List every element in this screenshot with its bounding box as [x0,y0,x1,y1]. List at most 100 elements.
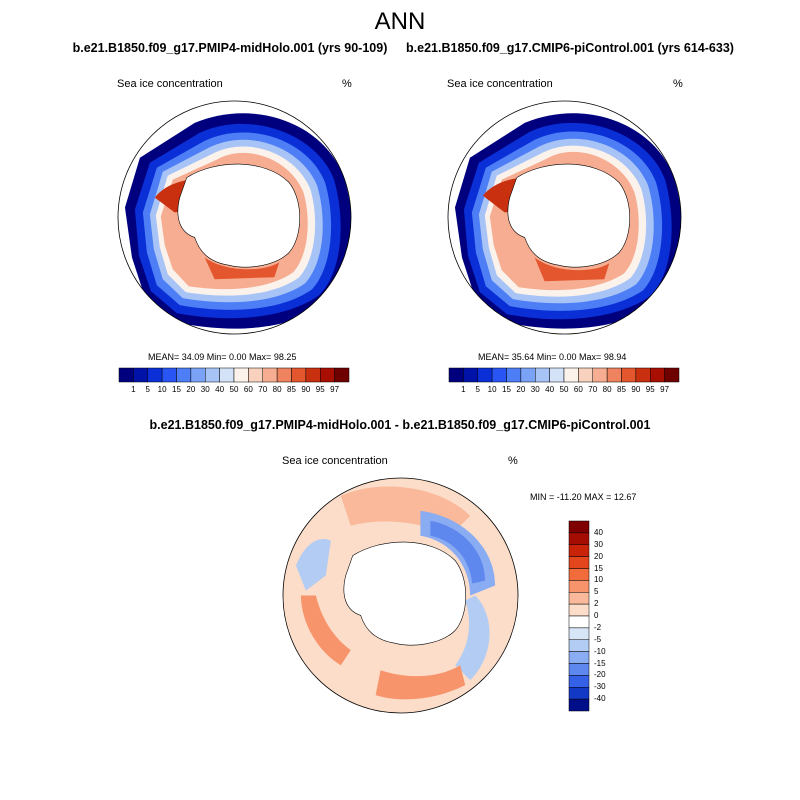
right-colorbar-swatch [491,367,507,383]
left-units-label: % [342,78,352,90]
left-map-fill [124,113,352,329]
right-colorbar-swatch [535,367,550,383]
left-colorbar-swatch [219,367,235,383]
left-colorbar-swatch [248,367,263,383]
diff-map-boundary [282,477,519,714]
left-colorbar [118,367,350,383]
left-colorbar-swatch [334,367,350,383]
left-colorbar-swatch [262,367,278,383]
left-colorbar-swatch [118,367,134,383]
left-colorbar-tick-label: 60 [243,385,253,394]
left-colorbar-tick-label: 90 [301,385,311,394]
diff-minmax: MIN = -11.20 MAX = 12.67 [530,492,637,502]
right-colorbar-tick-label: 70 [588,385,598,394]
diff-colorbar-swatch [568,580,590,593]
left-map-boundary [117,100,352,335]
diff-colorbar-swatch [568,592,590,605]
left-colorbar-swatch [205,367,220,383]
right-colorbar-swatch [650,367,665,383]
left-colorbar-swatch [190,367,206,383]
left-colorbar-tick-label: 70 [258,385,268,394]
left-colorbar-tick-label: 20 [186,385,196,394]
right-sea-ice-map [447,100,682,335]
left-colorbar-ticks: 1 5 10 15 20 30 40 50 60 70 80 85 90 95 97 [119,385,349,397]
left-colorbar-tick-label: 1 [131,385,136,394]
diff-colorbar-swatch [568,532,590,545]
right-colorbar-tick-label: 5 [475,385,480,394]
diff-colorbar-tick-label: 0 [594,611,599,620]
right-colorbar-swatch [635,367,651,383]
right-colorbar-swatch [520,367,536,383]
right-colorbar-swatch [463,367,478,383]
diff-colorbar-swatch [568,698,590,712]
diff-colorbar-swatch [568,675,590,688]
diff-colorbar-swatch [568,520,590,534]
diff-colorbar-tick-label: 10 [594,575,603,585]
diff-colorbar-swatch [568,615,590,629]
right-stats: MEAN= 35.64 Min= 0.00 Max= 98.94 [478,352,627,362]
left-colorbar-swatch [176,367,192,383]
right-colorbar-tick-label: 97 [660,385,670,394]
diff-colorbar-tick-label: -2 [594,622,602,632]
diff-colorbar-tick-label: 5 [594,587,599,597]
right-colorbar-ticks: 1 5 10 15 20 30 40 50 60 70 80 85 90 95 97 [449,385,679,397]
diff-colorbar-tick-label: -30 [594,682,606,692]
diff-colorbar-swatch [568,568,590,581]
right-colorbar-swatch [578,367,593,383]
diff-colorbar-tick-label: -10 [594,646,606,656]
diff-colorbar [568,520,590,712]
right-variable-label: Sea ice concentration [447,78,553,90]
diff-variable-label: Sea ice concentration [282,455,388,467]
diff-colorbar-swatch [568,627,590,640]
right-case-title: b.e21.B1850.f09_g17.CMIP6-piControl.001 … [406,41,734,55]
diff-colorbar-swatch [568,544,590,557]
diff-colorbar-swatch [568,556,590,569]
page-title: ANN [374,8,426,35]
left-colorbar-swatch [133,367,148,383]
left-colorbar-swatch [276,367,292,383]
diff-colorbar-tick-label: 40 [594,527,603,537]
left-stats: MEAN= 34.09 Min= 0.00 Max= 98.25 [148,352,297,362]
right-colorbar-tick-label: 95 [645,385,655,394]
right-colorbar [448,367,680,383]
left-colorbar-tick-label: 30 [200,385,210,394]
diff-colorbar-tick-label: 2 [594,599,599,609]
diff-colorbar-swatch [568,687,590,700]
right-map-fill [454,113,682,329]
left-sea-ice-map [117,100,352,335]
diff-units-label: % [508,455,518,467]
left-colorbar-tick-label: 85 [287,385,296,394]
diff-map-fill [282,477,519,714]
diff-colorbar-tick-label: 30 [594,539,603,549]
right-colorbar-tick-label: 10 [487,385,497,394]
right-colorbar-tick-label: 90 [631,385,641,394]
right-colorbar-tick-label: 50 [559,385,569,394]
diff-colorbar-tick-label: -15 [594,658,606,668]
diff-colorbar-swatch [568,603,590,617]
right-colorbar-tick-label: 40 [545,385,555,394]
right-colorbar-tick-label: 20 [516,385,526,394]
diff-colorbar-tick-label: 15 [594,563,603,573]
right-units-label: % [673,78,683,90]
diff-sea-ice-map [282,477,519,714]
diff-colorbar-tick-label: -20 [594,670,606,680]
right-colorbar-tick-label: 30 [530,385,540,394]
right-colorbar-tick-label: 1 [461,385,466,394]
diff-colorbar-tick-label: 20 [594,551,603,561]
left-colorbar-tick-label: 50 [229,385,239,394]
left-colorbar-tick-label: 95 [315,385,325,394]
left-colorbar-swatch [291,367,307,383]
left-colorbar-tick-label: 40 [215,385,225,394]
left-colorbar-swatch [147,367,163,383]
left-colorbar-tick-label: 15 [172,385,181,394]
right-colorbar-swatch [477,367,493,383]
diff-colorbar-swatch [568,639,590,652]
right-colorbar-swatch [664,367,680,383]
diff-colorbar-swatch [568,663,590,676]
left-colorbar-swatch [233,367,249,383]
right-colorbar-swatch [506,367,522,383]
diff-case-title: b.e21.B1850.f09_g17.PMIP4-midHolo.001 - … [149,418,651,432]
right-colorbar-swatch [606,367,622,383]
diff-colorbar-swatch [568,651,590,664]
left-colorbar-swatch [161,367,177,383]
